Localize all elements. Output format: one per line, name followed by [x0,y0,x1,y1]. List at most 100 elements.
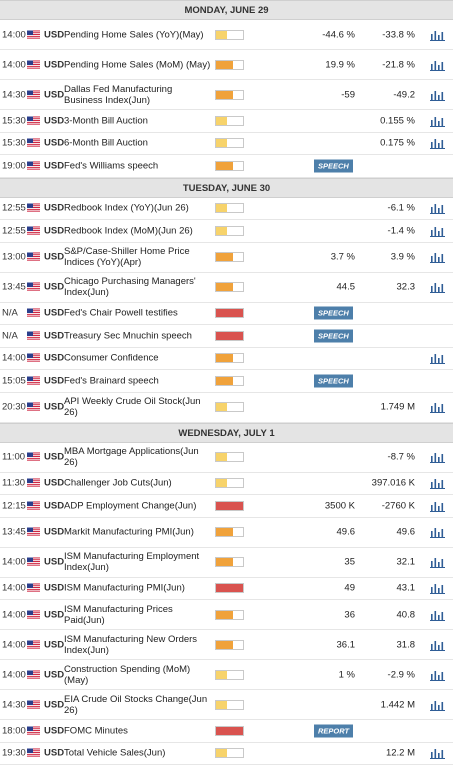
event-row[interactable]: 14:30 USD Dallas Fed Manufacturing Busines… [0,80,453,110]
event-name[interactable]: Pending Home Sales (MoM) (May) [64,59,211,70]
event-row[interactable]: 14:00 USD Construction Spending (MoM) (May… [0,660,453,690]
forecast-value: 397.016 K [371,477,415,489]
bar-chart-icon[interactable] [430,500,445,512]
event-name[interactable]: Fed's Chair Powell testifies [64,307,178,319]
event-name[interactable]: Markit Manufacturing PMI(Jun) [64,526,194,538]
event-row[interactable]: 14:00 USD ISM Manufacturing Employment Ind… [0,547,453,578]
speech-badge[interactable]: SPEECH [314,306,353,320]
event-row[interactable]: 14:00 USD ISM Manufacturing PMI(Jun) 49 43.1 [0,577,453,600]
event-name[interactable]: Total Vehicle Sales(Jun) [64,747,166,759]
event-name[interactable]: Fed's Brainard speech [64,375,159,387]
event-name[interactable]: ISM Manufacturing New Orders Index(Jun) [64,633,198,656]
event-name[interactable]: ISM Manufacturing Employment Index(Jun) [64,551,200,573]
bar-chart-icon[interactable] [430,89,445,101]
event-row[interactable]: 19:00 USD Fed's Williams speech SPEECH [0,155,453,178]
bar-chart-icon[interactable] [430,526,445,538]
event-name[interactable]: 3-Month Bill Auction [64,115,148,127]
bar-chart-icon[interactable] [430,582,445,595]
forecast-value: 1.749 M [380,401,415,413]
event-row[interactable]: N/A USD Treasury Sec Mnuchin speech SPEECH [0,325,453,348]
bar-chart-icon[interactable] [430,137,445,150]
event-name[interactable]: Construction Spending (MoM) (May) [64,663,191,686]
speech-badge[interactable]: SPEECH [314,159,353,173]
event-row[interactable]: 13:45 USD Chicago Purchasing Managers' Ind… [0,272,453,303]
event-time: 14:00 [2,609,26,620]
forecast-value: -2760 K [381,500,415,512]
bar-chart-icon[interactable] [430,59,445,71]
bar-chart-icon[interactable] [430,609,445,621]
bar-chart-icon[interactable] [430,29,445,41]
event-row[interactable]: 14:30 USD EIA Crude Oil Stocks Change(Jun … [0,690,453,720]
event-row[interactable]: 14:00 USD ISM Manufacturing Prices Paid(Ju… [0,600,453,630]
us-flag-icon [27,583,40,592]
currency-code: USD [44,202,65,214]
event-name[interactable]: Fed's Williams speech [64,160,159,172]
currency-code: USD [44,160,65,172]
bar-chart-icon[interactable] [430,451,445,463]
event-name[interactable]: Chicago Purchasing Managers' Index(Jun) [64,276,196,298]
us-flag-icon [27,60,40,69]
impact-indicator [215,725,244,736]
event-row[interactable]: 14:00 USD Pending Home Sales (YoY)(May) -44… [0,20,453,50]
event-name[interactable]: ISM Manufacturing Prices Paid(Jun) [64,603,173,626]
bar-chart-icon[interactable] [430,556,445,568]
event-name[interactable]: FOMC Minutes [64,725,128,737]
forecast-value: -6.1 % [387,202,415,214]
event-row[interactable]: 20:30 USD API Weekly Crude Oil Stock(Jun 2… [0,392,453,423]
event-row[interactable]: 14:00 USD Consumer Confidence [0,347,453,370]
event-name[interactable]: Treasury Sec Mnuchin speech [64,330,192,342]
event-name[interactable]: Dallas Fed Manufacturing Business Index(… [64,83,173,106]
event-row[interactable]: 13:45 USD Markit Manufacturing PMI(Jun) 49.… [0,517,453,548]
event-row[interactable]: N/A USD Fed's Chair Powell testifies SPEECH [0,302,453,325]
bar-chart-icon[interactable] [430,401,445,413]
bar-chart-icon[interactable] [430,477,445,490]
bar-chart-icon[interactable] [430,202,445,215]
event-name[interactable]: 6-Month Bill Auction [64,137,148,149]
actual-value: 3.7 % [330,251,355,263]
us-flag-icon [27,557,40,566]
event-row[interactable]: 14:00 USD ISM Manufacturing New Orders Ind… [0,630,453,660]
event-name[interactable]: Challenger Job Cuts(Jun) [64,477,172,489]
bar-chart-icon[interactable] [430,747,445,760]
us-flag-icon [27,610,40,619]
bar-chart-icon[interactable] [430,251,445,263]
event-row[interactable]: 14:00 USD Pending Home Sales (MoM) (May) 19… [0,50,453,80]
event-name[interactable]: Pending Home Sales (YoY)(May) [64,29,204,40]
event-name[interactable]: EIA Crude Oil Stocks Change(Jun 26) [64,693,208,716]
event-row[interactable]: 13:00 USD S&P/Case-Shiller Home Price Indi… [0,242,453,273]
event-name[interactable]: MBA Mortgage Applications(Jun 26) [64,446,199,468]
event-row[interactable]: 15:30 USD 3-Month Bill Auction 0.155 % [0,110,453,133]
day-header: WEDNESDAY, JULY 1 [0,422,453,443]
event-name[interactable]: ADP Employment Change(Jun) [64,500,197,512]
impact-indicator [215,115,244,126]
event-row[interactable]: 12:15 USD ADP Employment Change(Jun) 3500 K… [0,495,453,518]
event-row[interactable]: 15:30 USD 6-Month Bill Auction 0.175 % [0,132,453,155]
bar-chart-icon[interactable] [430,699,445,711]
bar-chart-icon[interactable] [430,115,445,127]
event-name[interactable]: Redbook Index (YoY)(Jun 26) [64,202,189,214]
event-name[interactable]: S&P/Case-Shiller Home Price Indices (YoY… [64,246,190,268]
event-row[interactable]: 15:05 USD Fed's Brainard speech SPEECH [0,370,453,393]
event-row[interactable]: 18:00 USD FOMC Minutes REPORT [0,720,453,743]
event-name[interactable]: Consumer Confidence [64,352,159,364]
bar-chart-icon[interactable] [430,639,445,651]
bar-chart-icon[interactable] [430,352,445,365]
bar-chart-icon[interactable] [430,225,445,237]
actual-value: 49.6 [336,526,356,538]
event-name[interactable]: ISM Manufacturing PMI(Jun) [64,582,185,594]
bar-chart-icon[interactable] [430,281,445,293]
bar-chart-icon[interactable] [430,669,445,681]
currency-code: USD [44,526,65,538]
event-row[interactable]: 19:30 USD Total Vehicle Sales(Jun) 12.2 M [0,742,453,765]
forecast-value: -2.9 % [387,669,415,680]
event-row[interactable]: 11:30 USD Challenger Job Cuts(Jun) 397.016 … [0,472,453,495]
speech-badge[interactable]: SPEECH [314,374,353,388]
event-name[interactable]: Redbook Index (MoM)(Jun 26) [64,225,193,237]
speech-badge[interactable]: SPEECH [314,329,353,343]
event-row[interactable]: 11:00 USD MBA Mortgage Applications(Jun 26… [0,442,453,473]
event-name[interactable]: API Weekly Crude Oil Stock(Jun 26) [64,396,201,418]
event-row[interactable]: 12:55 USD Redbook Index (YoY)(Jun 26) -6.1 … [0,197,453,220]
report-badge[interactable]: REPORT [314,724,354,738]
event-row[interactable]: 12:55 USD Redbook Index (MoM)(Jun 26) -1.4 … [0,220,453,243]
event-time: 14:00 [2,352,26,364]
